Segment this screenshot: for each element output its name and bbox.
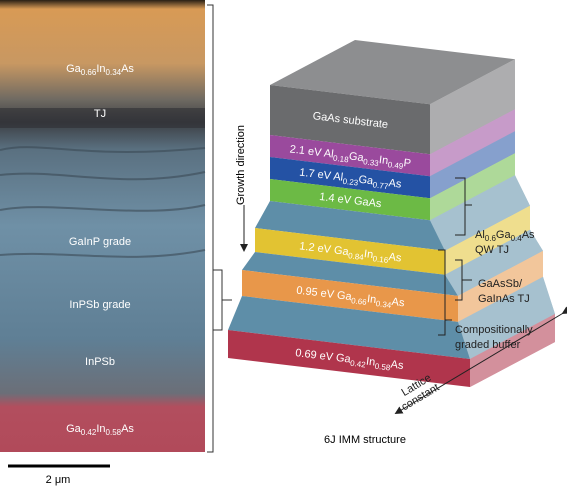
side-face	[430, 175, 530, 251]
text-part: In	[363, 248, 374, 261]
text-part: In	[365, 356, 376, 369]
micrograph-label: Ga0.66In0.34As	[66, 63, 134, 77]
text-part: In	[378, 154, 389, 167]
text-part: QW TJ	[475, 244, 509, 256]
annotation: GaAsSb/	[478, 278, 523, 290]
side-face	[430, 153, 515, 221]
side-shade	[445, 205, 530, 275]
text-part: Ga	[496, 229, 512, 241]
subscript: 0.42	[350, 359, 367, 370]
text-part: 1.7 eV Al	[299, 167, 344, 184]
tj-band	[0, 108, 205, 128]
text-part: As	[391, 296, 406, 310]
text-part: As	[388, 177, 403, 191]
side-shade	[430, 109, 515, 177]
text-part: Al	[475, 229, 485, 241]
bracket-small	[213, 269, 232, 331]
side-shade	[430, 59, 515, 155]
side-shade	[430, 153, 515, 221]
text-part: Ga	[66, 63, 82, 75]
subscript: 0.33	[363, 157, 380, 168]
brackets	[438, 177, 472, 336]
scale-label: 2 μm	[46, 474, 71, 486]
step-face	[255, 201, 445, 251]
text-part: As	[390, 359, 405, 373]
layer-label: 1.2 eV Ga0.84In0.16As	[298, 240, 402, 266]
text-part: As	[121, 423, 134, 435]
text-part: In	[96, 63, 105, 75]
subscript: 0.42	[81, 428, 97, 437]
text-part: P	[403, 157, 412, 170]
growth-direction: Growth direction	[235, 125, 247, 205]
side-face	[458, 250, 543, 322]
text-part: GaAsSb/	[478, 278, 523, 290]
side-face	[445, 229, 543, 296]
front-face	[270, 135, 430, 177]
layer-label: 1.7 eV Al0.23Ga0.77As	[298, 167, 402, 193]
front-face	[270, 157, 430, 199]
text-part: InPSb	[85, 356, 115, 368]
annotation: GaInAs TJ	[478, 293, 530, 305]
lattice-arrow	[394, 306, 567, 415]
side-face	[430, 109, 515, 177]
annotation: QW TJ	[475, 244, 509, 256]
side-shade	[458, 250, 543, 322]
side-face	[430, 131, 515, 199]
step-face	[242, 252, 458, 296]
layer-label: 2.1 eV Al0.18Ga0.33In0.49P	[289, 143, 412, 171]
subscript: 0.6	[485, 234, 497, 243]
subscript: 0.4	[511, 234, 523, 243]
text-part: Ga	[348, 151, 365, 165]
front-face	[270, 179, 430, 221]
front-face	[255, 228, 445, 275]
side-face	[430, 59, 515, 155]
top-face	[270, 40, 515, 105]
micrograph-label: Ga0.42In0.58As	[66, 423, 134, 437]
text-part: As	[121, 63, 134, 75]
micrograph-label: GaInP grade	[69, 236, 131, 248]
subscript: 0.16	[372, 254, 389, 265]
side-shade	[430, 175, 530, 251]
subscript: 0.18	[333, 154, 350, 165]
subscript: 0.34	[375, 299, 392, 310]
subscript: 0.34	[106, 68, 122, 77]
side-shade	[445, 229, 543, 296]
text-part: As	[522, 229, 535, 241]
text-part: In	[366, 293, 377, 306]
caption: 6J IMM structure	[324, 434, 406, 446]
micrograph-label: InPSb grade	[69, 299, 130, 311]
annotation: Al0.6Ga0.4As	[475, 229, 535, 243]
text-part: Ga	[66, 423, 82, 435]
micrograph-label: InPSb	[85, 356, 115, 368]
micrograph	[0, 0, 205, 452]
side-face	[445, 205, 530, 275]
text-part: TJ	[94, 108, 106, 120]
annotation: Compositionally	[455, 324, 533, 336]
subscript: 0.66	[351, 296, 368, 307]
micrograph-label: TJ	[94, 108, 106, 120]
subscript: 0.58	[106, 428, 122, 437]
text-part: As	[388, 251, 403, 265]
subscript: 0.23	[342, 177, 359, 188]
text-part: 2.1 eV Al	[289, 143, 334, 160]
subscript: 0.66	[81, 68, 97, 77]
text-part: InPSb grade	[69, 299, 130, 311]
text-part: Compositionally	[455, 324, 533, 336]
text-part: In	[96, 423, 105, 435]
side-shade	[430, 131, 515, 199]
text-part: GaInP grade	[69, 236, 131, 248]
subscript: 0.84	[348, 251, 365, 262]
defects	[0, 146, 206, 258]
front-face	[270, 85, 430, 155]
subscript: 0.49	[387, 160, 404, 171]
subscript: 0.58	[374, 362, 391, 373]
text-part: GaInAs TJ	[478, 293, 530, 305]
subscript: 0.77	[372, 180, 389, 191]
text-part: Ga	[358, 174, 375, 188]
text-part: 1.2 eV Ga	[299, 240, 350, 258]
bracket	[207, 4, 214, 453]
